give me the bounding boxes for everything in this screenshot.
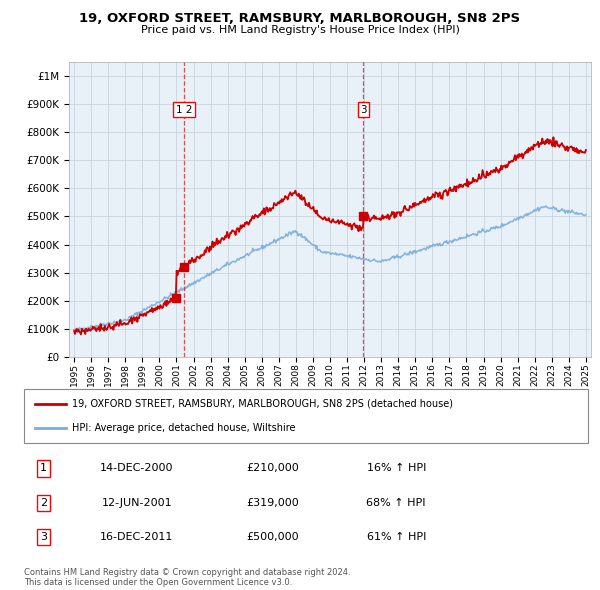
Text: £210,000: £210,000 xyxy=(246,464,299,473)
Text: £500,000: £500,000 xyxy=(246,532,298,542)
Text: 2: 2 xyxy=(40,498,47,507)
Text: HPI: Average price, detached house, Wiltshire: HPI: Average price, detached house, Wilt… xyxy=(72,423,295,433)
Text: Price paid vs. HM Land Registry's House Price Index (HPI): Price paid vs. HM Land Registry's House … xyxy=(140,25,460,35)
Text: 14-DEC-2000: 14-DEC-2000 xyxy=(100,464,173,473)
Text: 68% ↑ HPI: 68% ↑ HPI xyxy=(367,498,426,507)
Text: 16% ↑ HPI: 16% ↑ HPI xyxy=(367,464,426,473)
Text: 3: 3 xyxy=(360,104,367,114)
Text: 19, OXFORD STREET, RAMSBURY, MARLBOROUGH, SN8 2PS (detached house): 19, OXFORD STREET, RAMSBURY, MARLBOROUGH… xyxy=(72,399,453,409)
Text: Contains HM Land Registry data © Crown copyright and database right 2024.
This d: Contains HM Land Registry data © Crown c… xyxy=(24,568,350,587)
Text: 19, OXFORD STREET, RAMSBURY, MARLBOROUGH, SN8 2PS: 19, OXFORD STREET, RAMSBURY, MARLBOROUGH… xyxy=(79,12,521,25)
Text: £319,000: £319,000 xyxy=(246,498,299,507)
Text: 12-JUN-2001: 12-JUN-2001 xyxy=(101,498,172,507)
Text: 3: 3 xyxy=(40,532,47,542)
Text: 1: 1 xyxy=(40,464,47,473)
Text: 1 2: 1 2 xyxy=(176,104,193,114)
Text: 61% ↑ HPI: 61% ↑ HPI xyxy=(367,532,426,542)
Text: 16-DEC-2011: 16-DEC-2011 xyxy=(100,532,173,542)
